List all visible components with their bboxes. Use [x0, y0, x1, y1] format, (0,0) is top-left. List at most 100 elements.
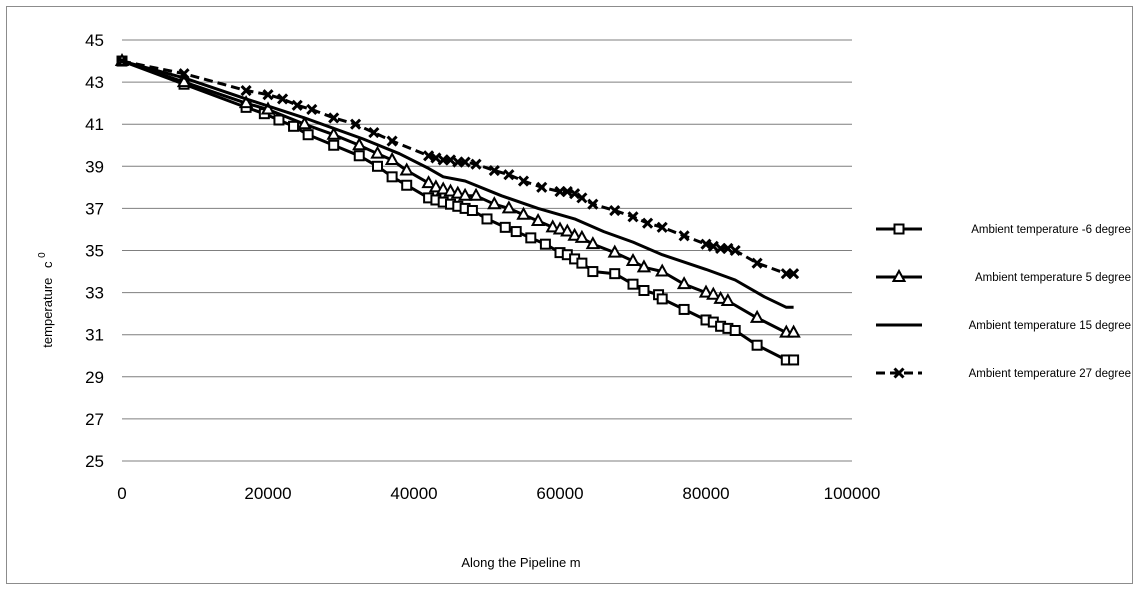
y-tick-label: 31 — [85, 326, 104, 345]
data-point-triangle — [585, 236, 601, 250]
data-point-x — [893, 367, 905, 379]
data-point-square — [751, 339, 763, 351]
data-point-x — [444, 154, 457, 166]
y-axis-title: temperature c 0 — [37, 252, 55, 348]
legend-label: Ambient temperature 27 degree — [969, 368, 1131, 380]
data-point-triangle — [530, 212, 546, 227]
data-point-triangle — [384, 151, 400, 165]
data-point-square — [386, 171, 398, 183]
data-point-triangle — [698, 284, 714, 298]
data-point-x — [291, 99, 303, 111]
y-axis-title-text: temperature — [40, 278, 55, 348]
data-point-triangle — [443, 183, 458, 197]
series — [114, 52, 801, 366]
data-point-triangle — [713, 290, 728, 304]
x-axis-title: Along the Pipeline m — [461, 555, 580, 570]
data-point-triangle — [574, 229, 590, 243]
data-point-triangle — [891, 268, 907, 282]
y-tick-label: 27 — [85, 410, 104, 429]
data-point-square — [576, 257, 588, 269]
y-tick-label: 45 — [85, 31, 104, 50]
y-tick-label: 41 — [85, 115, 104, 134]
data-point-square — [893, 223, 905, 235]
data-point-x — [328, 112, 340, 124]
data-point-x — [306, 103, 318, 116]
data-point-square — [353, 150, 365, 162]
data-point-x — [707, 240, 719, 252]
y-axis-title-sup: 0 — [37, 252, 48, 258]
series-line — [121, 59, 794, 276]
x-tick-label: 20000 — [244, 484, 291, 503]
data-point-x — [116, 55, 128, 67]
y-tick-label: 35 — [85, 242, 104, 261]
data-point-x — [576, 192, 588, 204]
data-point-triangle — [552, 221, 568, 235]
data-point-x — [678, 230, 690, 242]
data-point-triangle — [720, 292, 736, 307]
data-point-triangle — [421, 175, 436, 189]
data-point-square — [466, 205, 478, 217]
series-3 — [121, 59, 794, 309]
data-point-square — [372, 160, 383, 172]
x-tick-labels: 0 20000 40000 60000 80000 100000 — [117, 484, 880, 503]
data-point-square — [678, 303, 690, 315]
series-line — [121, 59, 794, 309]
data-point-x — [569, 188, 581, 200]
data-point-square — [273, 114, 285, 126]
data-point-x — [459, 156, 471, 168]
data-point-square — [656, 293, 668, 305]
data-point-triangle — [567, 227, 582, 241]
data-point-x — [368, 127, 380, 139]
data-point-x — [178, 68, 190, 80]
data-point-x — [240, 84, 252, 97]
data-point-x — [488, 164, 500, 177]
data-point-triangle — [676, 276, 692, 290]
data-point-triangle — [560, 223, 575, 237]
data-point-triangle — [706, 286, 721, 300]
data-point-triangle — [749, 309, 765, 323]
legend-label: Ambient temperature -6 degree — [971, 224, 1131, 236]
data-point-triangle — [607, 244, 622, 258]
data-point-x — [627, 211, 639, 223]
data-point-square — [401, 179, 413, 191]
series-1 — [116, 55, 800, 366]
data-point-x — [722, 242, 734, 254]
data-point-square — [539, 238, 551, 250]
legend-item: Ambient temperature 15 degree — [876, 320, 1131, 332]
data-point-x — [503, 169, 515, 181]
data-point-triangle — [238, 95, 254, 109]
y-tick-label: 25 — [85, 452, 104, 471]
data-point-x — [656, 221, 668, 233]
chart-frame — [6, 6, 1133, 584]
data-point-triangle — [326, 126, 341, 140]
legend-item: Ambient temperature 5 degree — [876, 268, 1131, 284]
data-point-triangle — [428, 179, 444, 193]
data-point-x — [430, 152, 442, 164]
data-point-square — [609, 268, 621, 280]
data-point-x — [700, 238, 712, 250]
legend-item: Ambient temperature -6 degree — [876, 223, 1131, 236]
data-point-square — [302, 129, 314, 141]
legend-item: Ambient temperature 27 degree — [876, 367, 1131, 380]
data-point-triangle — [636, 259, 652, 273]
data-point-triangle — [352, 137, 367, 151]
data-point-square — [627, 278, 639, 290]
data-point-triangle — [176, 74, 192, 88]
data-point-x — [386, 135, 398, 147]
data-point-x — [642, 217, 654, 229]
y-tick-label: 39 — [85, 157, 104, 176]
data-point-square — [587, 266, 599, 278]
legend-label: Ambient temperature 15 degree — [969, 320, 1131, 332]
y-tick-label: 37 — [85, 199, 104, 218]
y-tick-label: 29 — [85, 368, 104, 387]
data-point-square — [288, 120, 300, 132]
data-point-x — [788, 268, 800, 280]
data-point-x — [536, 181, 548, 193]
x-tick-label: 0 — [117, 484, 126, 503]
data-point-triangle — [297, 116, 312, 130]
legend-label: Ambient temperature 5 degree — [975, 272, 1131, 284]
data-point-triangle — [501, 200, 517, 214]
y-tick-label: 33 — [85, 284, 104, 303]
data-point-x — [587, 198, 599, 210]
data-point-triangle — [487, 196, 502, 210]
